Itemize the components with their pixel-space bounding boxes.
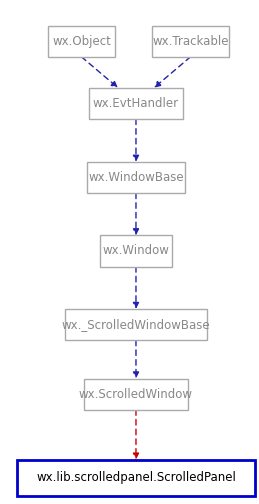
FancyBboxPatch shape — [84, 379, 188, 410]
FancyBboxPatch shape — [48, 26, 115, 57]
Text: wx.WindowBase: wx.WindowBase — [88, 171, 184, 184]
Text: wx._ScrolledWindowBase: wx._ScrolledWindowBase — [62, 318, 210, 331]
FancyBboxPatch shape — [17, 460, 255, 496]
Text: wx.Trackable: wx.Trackable — [152, 35, 229, 48]
FancyBboxPatch shape — [87, 162, 185, 193]
FancyBboxPatch shape — [152, 26, 229, 57]
FancyBboxPatch shape — [65, 309, 207, 340]
FancyBboxPatch shape — [100, 235, 172, 267]
Text: wx.Object: wx.Object — [52, 35, 111, 48]
Text: wx.Window: wx.Window — [103, 244, 169, 258]
FancyBboxPatch shape — [89, 88, 183, 119]
Text: wx.lib.scrolledpanel.ScrolledPanel: wx.lib.scrolledpanel.ScrolledPanel — [36, 471, 236, 484]
Text: wx.ScrolledWindow: wx.ScrolledWindow — [79, 388, 193, 401]
Text: wx.EvtHandler: wx.EvtHandler — [93, 97, 179, 110]
